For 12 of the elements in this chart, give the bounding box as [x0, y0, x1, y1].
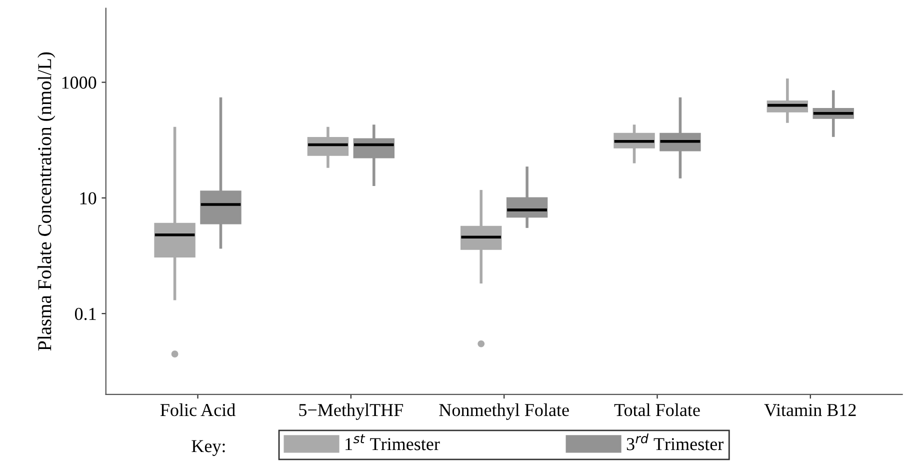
x-tick-label: Folic Acid	[160, 403, 236, 416]
x-tick-label: Nonmethyl Folate	[439, 403, 569, 420]
y-tick-label: 10	[80, 192, 96, 204]
x-tick-label: Total Folate	[614, 403, 700, 416]
x-tick-label: 5−MethylTHF	[299, 403, 404, 420]
legend-label: 1$^{st}$ Trimester	[346, 434, 440, 450]
legend-title: Key:	[192, 440, 225, 456]
y-tick-label: 1000	[62, 76, 96, 89]
x-tick-label: Vitamin B12	[764, 404, 856, 416]
y-tick-label: 0.1	[74, 308, 96, 320]
y-axis-title: Plasma Folate Concentration (nmol/L)	[38, 52, 56, 351]
legend-label: 3$^{rd}$ Trimester	[626, 434, 724, 450]
